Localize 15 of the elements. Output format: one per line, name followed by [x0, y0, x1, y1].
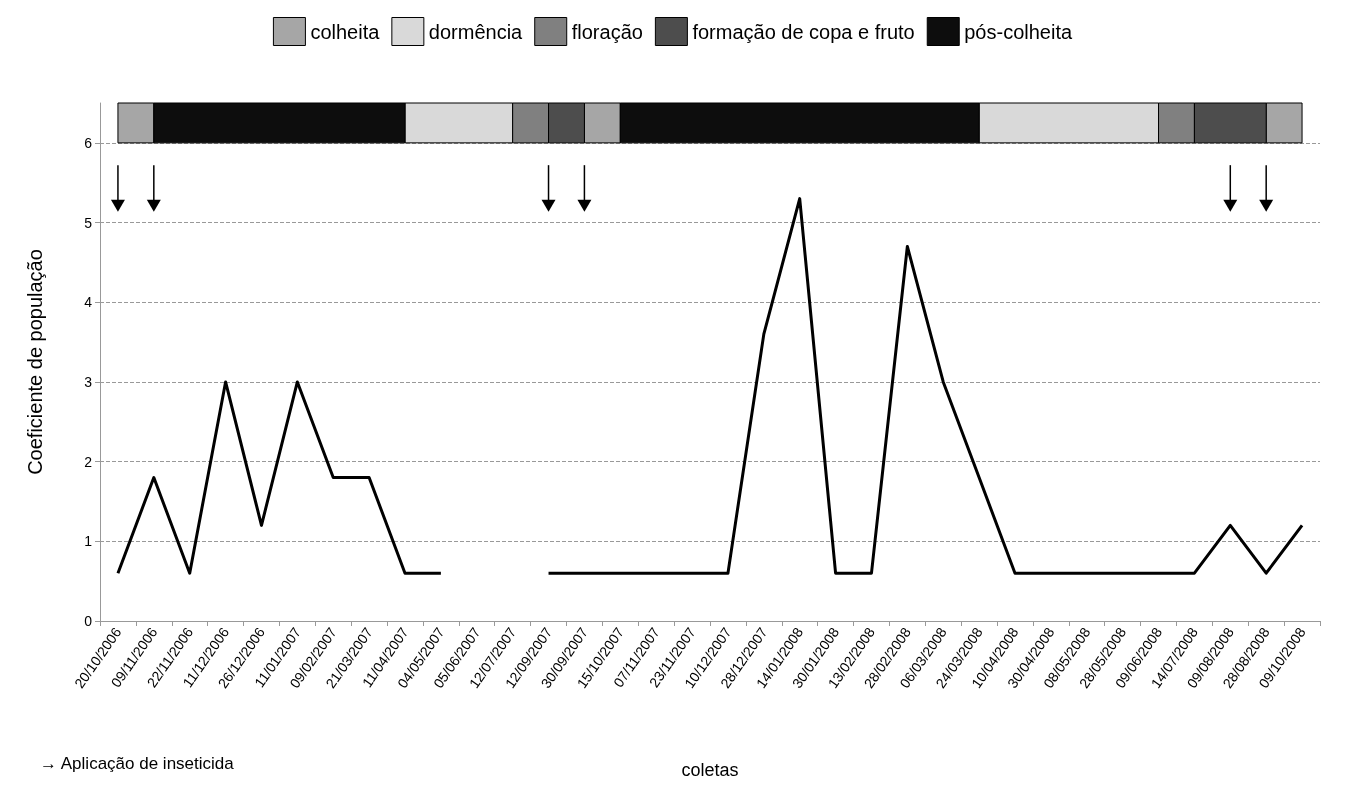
y-tick-label: 5: [84, 214, 93, 231]
legend-label: dormência: [428, 20, 524, 43]
y-tick-label: 6: [84, 134, 93, 151]
legend-label: floração: [571, 20, 643, 43]
y-tick-label: 0: [84, 613, 93, 629]
x-axis-title: coletas: [681, 760, 739, 780]
legend-label: pós-colheita: [964, 20, 1073, 43]
legend-label: formação de copa e fruto: [692, 20, 915, 43]
y-tick-label: 3: [84, 373, 93, 390]
y-tick-label: 1: [84, 533, 93, 550]
text: → Aplicação de inseticida: [40, 754, 235, 773]
y-axis-title: Coeficiente de população: [24, 249, 46, 475]
y-tick-label: 2: [84, 453, 93, 470]
y-tick-label: 4: [84, 294, 93, 311]
legend-label: colheita: [310, 20, 381, 43]
